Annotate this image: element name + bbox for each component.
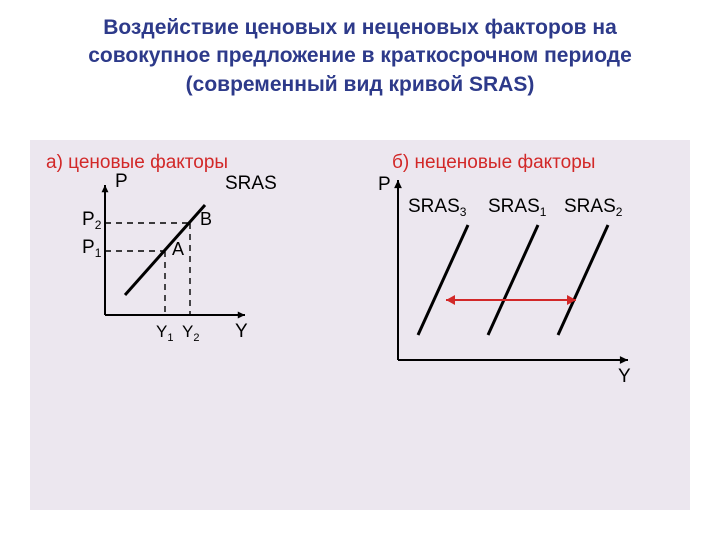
svg-text:Y: Y [618,366,631,387]
title-line-1: Воздействие ценовых и неценовых факторов… [103,16,617,39]
svg-text:P: P [115,171,128,192]
svg-text:Y1: Y1 [156,322,173,344]
right-chart: P SRAS3 SRAS1 SRAS2 Y [368,170,668,400]
slide-title: Воздействие ценовых и неценовых факторов… [0,0,720,103]
svg-text:Y: Y [235,321,248,342]
svg-text:P2: P2 [82,209,102,232]
svg-text:B: B [200,209,212,229]
title-line-3: (современный вид кривой SRAS) [186,73,535,96]
left-chart: PSRASP2P1ABY1Y2Y [60,175,310,365]
left-subtitle: а) ценовые факторы [46,152,228,174]
left-subtitle-text: а) ценовые факторы [46,152,228,173]
svg-text:P1: P1 [82,237,102,260]
svg-text:SRAS3: SRAS3 [408,196,467,219]
svg-text:SRAS: SRAS [225,173,277,194]
svg-text:A: A [172,239,184,259]
title-line-2: совокупное предложение в краткосрочном п… [88,44,632,67]
svg-text:SRAS2: SRAS2 [564,196,623,219]
svg-text:SRAS1: SRAS1 [488,196,547,219]
svg-text:Y2: Y2 [182,322,199,344]
svg-text:P: P [378,174,391,195]
slide: Воздействие ценовых и неценовых факторов… [0,0,720,540]
